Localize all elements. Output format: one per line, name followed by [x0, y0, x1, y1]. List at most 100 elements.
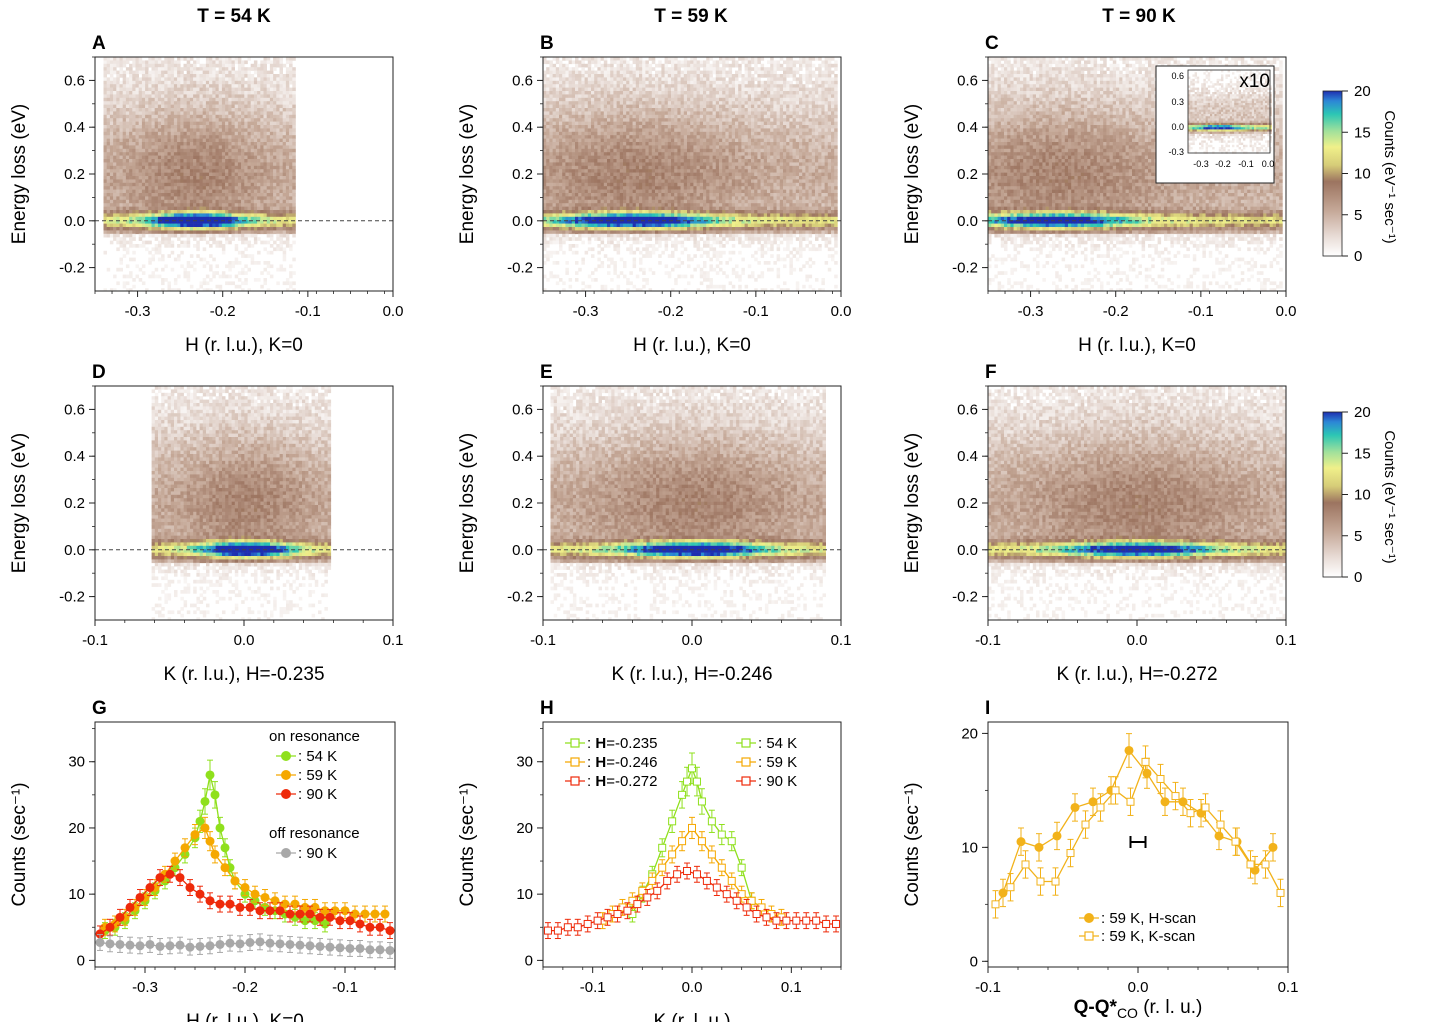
heatmap-cell [157, 196, 162, 201]
heatmap-cell [285, 169, 290, 173]
heatmap-cell [237, 131, 242, 136]
heatmap-cell [244, 189, 248, 194]
heatmap-cell [613, 87, 617, 92]
heatmap-cell [237, 135, 242, 139]
heatmap-cell [164, 77, 168, 82]
heatmap-cell [189, 182, 194, 187]
heatmap-cell [568, 57, 573, 61]
heatmap-cell [581, 281, 585, 286]
heatmap-cell [116, 128, 120, 133]
heatmap-cell [221, 223, 226, 228]
heatmap-cell [279, 223, 283, 228]
heatmap-cell [613, 162, 617, 167]
heatmap-cell [626, 152, 630, 156]
heatmap-cell [228, 142, 232, 146]
heatmap-cell [555, 199, 560, 204]
heatmap-cell [225, 91, 229, 95]
heatmap-cell [148, 274, 152, 279]
heatmap-cell [109, 121, 114, 126]
heatmap-cell [199, 118, 203, 122]
heatmap-cell [253, 169, 258, 173]
heatmap-cell [109, 148, 114, 153]
heatmap-cell [591, 186, 595, 190]
heatmap-cell [199, 108, 203, 112]
heatmap-cell [584, 233, 589, 238]
heatmap-cell [584, 213, 589, 218]
heatmap-cell [241, 220, 245, 224]
heatmap-cell [189, 121, 194, 126]
heatmap-cell [129, 196, 133, 201]
heatmap-cell [135, 108, 139, 112]
heatmap-cell [603, 179, 608, 184]
heatmap-cell [552, 142, 557, 146]
heatmap-cell [161, 216, 165, 221]
heatmap-cell [177, 213, 181, 218]
heatmap-cell [581, 60, 585, 65]
heatmap-cell [109, 91, 114, 95]
heatmap-cell [273, 108, 277, 112]
heatmap-cell [193, 60, 197, 65]
heatmap-cell [103, 199, 107, 204]
heatmap-cell [263, 182, 267, 187]
heatmap-cell [584, 118, 589, 122]
heatmap-cell [292, 271, 296, 275]
heatmap-cell [568, 230, 573, 235]
heatmap-cell [562, 203, 566, 207]
heatmap-cell [241, 176, 245, 180]
heatmap-cell [180, 186, 184, 190]
heatmap-cell [575, 101, 579, 105]
heatmap-cell [581, 125, 585, 129]
heatmap-cell [237, 121, 242, 126]
heatmap-cell [180, 152, 184, 156]
heatmap-cell [289, 189, 293, 194]
heatmap-cell [266, 108, 271, 112]
heatmap-cell [167, 193, 171, 197]
heatmap-cell [173, 125, 178, 129]
heatmap-cell [263, 125, 267, 129]
heatmap-cell [167, 148, 171, 153]
heatmap-cell [225, 114, 229, 119]
heatmap-cell [253, 227, 258, 231]
heatmap-cell [106, 121, 111, 126]
heatmap-cell [180, 80, 184, 85]
heatmap-cell [613, 148, 617, 153]
heatmap-cell [289, 230, 293, 235]
heatmap-cell [591, 60, 595, 65]
heatmap-cell [209, 288, 213, 291]
heatmap-cell [610, 142, 614, 146]
heatmap-cell [132, 196, 136, 201]
heatmap-cell [578, 111, 582, 116]
heatmap-cell [623, 142, 627, 146]
heatmap-cell [119, 216, 123, 221]
heatmap-cell [244, 220, 248, 224]
heatmap-cell [597, 152, 601, 156]
heatmap-cell [257, 193, 261, 197]
heatmap-cell [209, 169, 213, 173]
heatmap-cell [205, 60, 210, 65]
heatmap-cell [600, 57, 605, 61]
heatmap-cell [587, 247, 592, 252]
heatmap-cell [250, 196, 255, 201]
heatmap-cell [167, 159, 171, 163]
heatmap-cell [125, 274, 130, 279]
heatmap-cell [186, 97, 191, 102]
heatmap-cell [607, 91, 611, 95]
heatmap-cell [607, 94, 611, 99]
heatmap-cell [113, 108, 117, 112]
heatmap-cell [209, 148, 213, 153]
heatmap-cell [549, 97, 553, 102]
heatmap-cell [164, 152, 168, 156]
heatmap-cell [199, 210, 203, 214]
heatmap-cell [546, 114, 550, 119]
heatmap-cell [616, 213, 621, 218]
heatmap-cell [205, 189, 210, 194]
heatmap-cell [241, 216, 245, 221]
heatmap-cell [141, 63, 146, 68]
heatmap-cell [269, 223, 274, 228]
heatmap-cell [285, 84, 290, 88]
heatmap-cell [228, 169, 232, 173]
heatmap-cell [613, 74, 617, 78]
heatmap-cell [250, 138, 255, 143]
heatmap-cell [167, 162, 171, 167]
heatmap-cell [266, 199, 271, 204]
